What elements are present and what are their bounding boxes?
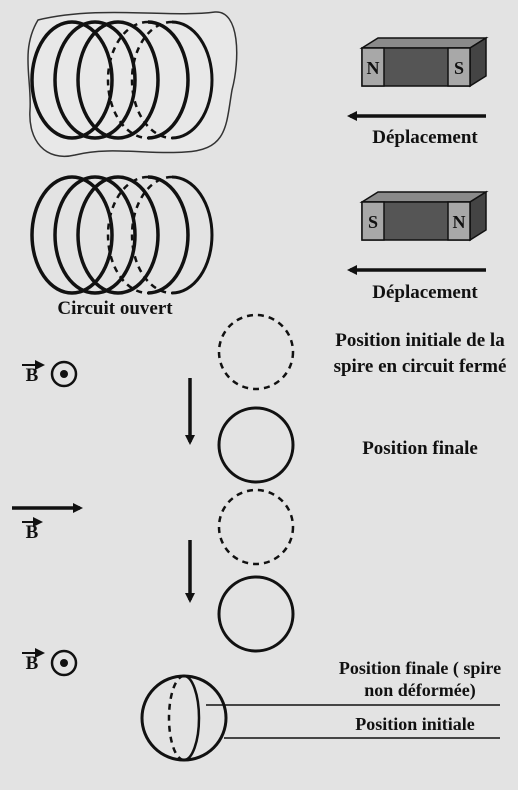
magnet-1-right-pole-label: S: [453, 58, 464, 78]
coil-1: [27, 11, 238, 158]
coil-1-turn: [147, 20, 190, 140]
coil-2-turn-back: [130, 175, 173, 295]
spire-initial-dashed: [217, 313, 295, 391]
magnet-1: [359, 36, 489, 88]
b-symbol-1: B: [25, 365, 39, 386]
circuit-open-label: Circuit ouvert: [57, 298, 173, 319]
magnet-2-right-pole-label: N: [452, 212, 466, 232]
b-field-horizontal-symbol: [12, 503, 83, 527]
magnet-1-left-pole-label: N: [366, 58, 380, 78]
coil-1-turn-back: [106, 20, 149, 140]
coil-2-turn: [76, 175, 160, 295]
spire-rotated-front: [183, 674, 201, 762]
coil-1-turn: [53, 20, 137, 140]
coil-1-turn-back: [130, 20, 173, 140]
final-position-label: Position finale: [362, 438, 478, 459]
spire-initial-dashed-2: [217, 488, 295, 566]
coil-2-turn: [53, 175, 137, 295]
coil-1-turn: [76, 20, 160, 140]
coil-1-turn: [171, 20, 214, 140]
magnet-2-left-pole-label: S: [367, 212, 378, 232]
initial-position-label: Position initiale de la spire en circuit…: [333, 330, 507, 377]
coil-2-turn-back: [106, 175, 149, 295]
magnet-2: [359, 190, 489, 242]
coil-2: [30, 175, 236, 295]
magnet-2-left-pole: [361, 201, 385, 241]
coil-2-turn: [147, 175, 190, 295]
spire-rotation-outline: [140, 674, 228, 762]
spire-rotated-back: [167, 674, 185, 762]
magnet-1-right-pole: [447, 47, 471, 87]
b-field-out-symbol-2: [22, 648, 78, 677]
coil-2-turn: [171, 175, 214, 295]
b-symbol-2: B: [25, 522, 39, 543]
displacement-label-1: Déplacement: [372, 127, 478, 148]
b-symbol-3: B: [25, 653, 39, 674]
b-field-out-symbol-1: [22, 360, 78, 388]
final-position-undeformed-label: Position finale ( spire non déformée): [338, 658, 502, 700]
displacement-label-2: Déplacement: [372, 282, 478, 303]
coil-2-turn: [30, 175, 114, 295]
magnet-2-right-pole: [447, 201, 471, 241]
magnet-1-left-pole: [361, 47, 385, 87]
spire-final-2: [217, 575, 295, 653]
coil-1-turn: [30, 20, 114, 140]
initial-position-label-2: Position initiale: [355, 714, 475, 734]
spire-final: [217, 406, 295, 484]
